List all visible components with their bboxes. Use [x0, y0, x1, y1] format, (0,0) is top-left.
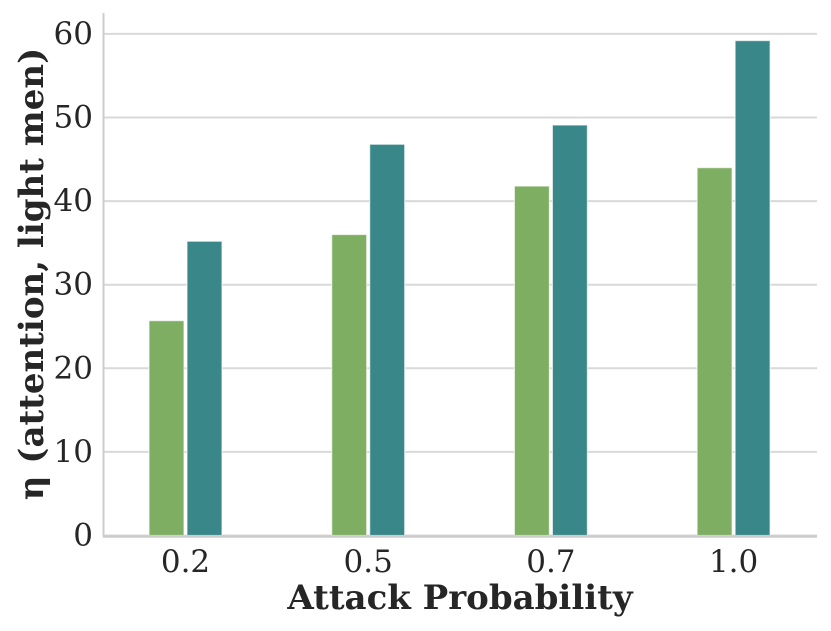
- y-tick-label: 10: [54, 434, 93, 470]
- x-tick-label: 0.7: [526, 544, 575, 580]
- bar-series-green-cat2: [513, 185, 551, 537]
- axes-spines-group: [102, 13, 817, 538]
- y-tick-label: 30: [54, 267, 93, 303]
- y-tick-label: 20: [54, 350, 93, 386]
- bar-series-teal-cat2: [551, 124, 589, 537]
- bar-series-teal-cat1: [369, 143, 406, 537]
- x-axis-label: Attack Probability: [286, 578, 634, 618]
- x-tick-label: 0.5: [344, 544, 393, 580]
- bar-series-teal-cat3: [734, 39, 771, 537]
- bar-series-teal-cat0: [186, 240, 223, 537]
- tick-labels-group: 0 10 20 30 40 50 60 0.2 0.5 0.7 1.0: [54, 16, 759, 580]
- x-tick-label: 1.0: [709, 544, 758, 580]
- y-tick-label: 60: [54, 16, 93, 52]
- y-tick-label: 50: [54, 100, 93, 136]
- x-tick-label: 0.2: [161, 544, 210, 580]
- y-tick-label: 40: [54, 183, 93, 219]
- y-tick-label: 0: [73, 518, 93, 554]
- bars-group: [148, 39, 771, 537]
- bar-series-green-cat1: [331, 233, 368, 537]
- bar-series-green-cat0: [148, 320, 185, 537]
- y-axis-label: η (attention, light men): [12, 48, 52, 500]
- bar-series-green-cat3: [696, 167, 733, 537]
